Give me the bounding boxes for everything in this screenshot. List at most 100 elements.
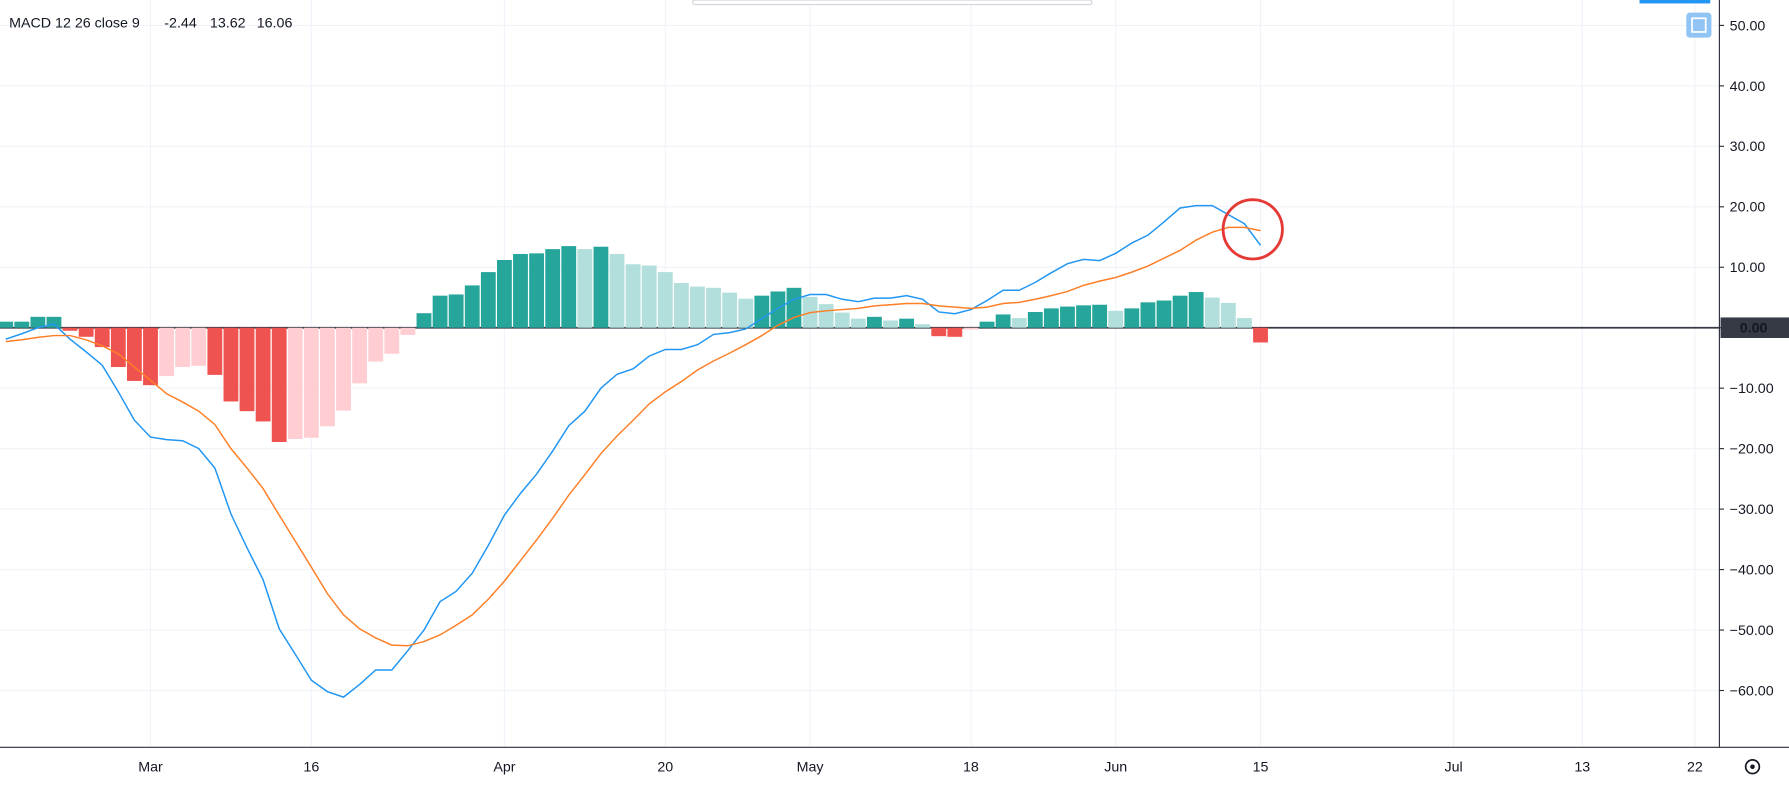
histogram-bar <box>673 282 689 328</box>
histogram-bar <box>979 321 995 328</box>
x-tick-label: May <box>797 760 825 776</box>
histogram-bar <box>368 327 384 362</box>
histogram-bar <box>1076 305 1091 328</box>
histogram-bar <box>1011 318 1027 328</box>
maximize-button[interactable] <box>1686 12 1712 38</box>
histogram-bar <box>883 320 898 328</box>
histogram-bar <box>303 327 319 438</box>
histogram-bar <box>110 327 126 368</box>
histogram-bar <box>1204 297 1220 328</box>
histogram-bar <box>14 321 30 328</box>
histogram-bar <box>175 327 191 368</box>
histogram-bar <box>400 327 416 335</box>
zero-badge <box>1720 317 1789 338</box>
histogram-bar <box>78 327 94 337</box>
y-tick-label: 0.00 <box>1740 321 1768 337</box>
histogram-bar <box>995 314 1011 328</box>
histogram-bar <box>545 249 561 328</box>
line-series <box>5 204 1262 698</box>
histogram-bar <box>625 264 641 328</box>
histogram-bar <box>191 327 207 366</box>
histogram-bar <box>593 246 609 328</box>
marks <box>0 204 1720 698</box>
indicator-title: MACD 12 26 close 9 <box>9 16 140 32</box>
histogram-bar <box>1156 300 1172 328</box>
legend-macd-value: 13.62 <box>210 16 246 32</box>
y-tick-label: 40.00 <box>1730 79 1766 95</box>
histogram-bar <box>159 327 174 377</box>
x-tick-label: 13 <box>1574 760 1590 776</box>
histogram-bar <box>818 304 834 328</box>
maximize-icon <box>1691 17 1707 33</box>
histogram-bar <box>320 327 335 427</box>
x-tick-label: Mar <box>138 760 163 776</box>
y-tick-label: −30.00 <box>1730 502 1774 518</box>
histogram-bar <box>947 327 963 337</box>
histogram-bar <box>94 327 110 348</box>
axes: 50.00 40.00 30.00 20.00 10.00 0.00 −10.00 −20.0… <box>138 18 1789 776</box>
y-tick-label: −50.00 <box>1730 623 1774 639</box>
histogram-bar <box>690 286 705 328</box>
histogram-bar <box>239 327 255 412</box>
y-tick-label: 10.00 <box>1730 260 1766 276</box>
histogram-bar <box>931 327 947 337</box>
histogram-bar <box>722 292 738 328</box>
histogram-bar <box>1172 295 1188 328</box>
histogram-bar <box>207 327 223 375</box>
x-tick-label: 18 <box>963 760 979 776</box>
histogram-bar <box>1220 302 1236 328</box>
histogram-bar <box>416 313 432 328</box>
histogram-bar <box>448 294 464 328</box>
line-series <box>5 226 1261 647</box>
histogram-bar <box>126 327 142 381</box>
grid <box>0 0 1720 748</box>
y-tick-label: 20.00 <box>1730 200 1766 216</box>
histogram-bar <box>915 324 931 328</box>
histogram-bar <box>496 260 512 328</box>
histogram-bar <box>271 327 287 442</box>
histogram-bar <box>1108 310 1124 328</box>
histogram-bar <box>738 298 754 328</box>
histogram-bar <box>255 327 271 422</box>
y-tick-label: −60.00 <box>1730 683 1774 699</box>
histogram-bar <box>657 272 673 328</box>
histogram-bar <box>223 327 239 402</box>
histogram-bar <box>1188 292 1204 328</box>
histogram-bar <box>432 295 448 328</box>
histogram-bar <box>1027 312 1043 328</box>
histogram-bar <box>641 265 657 328</box>
histogram-bar <box>1140 302 1156 328</box>
histogram-bar <box>1124 308 1140 328</box>
histogram-bar <box>62 327 78 331</box>
x-tick-label: 16 <box>303 760 319 776</box>
y-tick-label: 50.00 <box>1730 18 1766 34</box>
histogram-bar <box>577 249 593 328</box>
top-accent <box>1639 0 1711 4</box>
toolbar-edge <box>691 0 1093 6</box>
settings-button[interactable] <box>1744 759 1761 775</box>
histogram-bar <box>1253 327 1268 343</box>
y-tick-label: 30.00 <box>1730 139 1766 155</box>
highlight-circle <box>1221 198 1284 261</box>
x-tick-label: 22 <box>1687 760 1703 776</box>
histogram-bar <box>352 327 368 384</box>
gear-icon <box>1744 759 1761 775</box>
x-tick-label: Jul <box>1444 760 1462 776</box>
histogram-bar <box>786 287 802 328</box>
histogram-bar <box>834 312 850 328</box>
histogram-bar <box>754 295 770 328</box>
histogram-bar <box>1060 306 1075 328</box>
legend-signal-value: 16.06 <box>257 16 293 32</box>
x-tick-label: Apr <box>493 760 515 776</box>
y-tick-label: −10.00 <box>1730 381 1774 397</box>
histogram-bar <box>0 321 14 328</box>
x-tick-label: Jun <box>1104 760 1127 776</box>
histogram-bar <box>561 246 577 328</box>
histogram-bar <box>287 327 303 439</box>
y-tick-label: −40.00 <box>1730 562 1774 578</box>
histogram-bar <box>899 318 915 328</box>
histogram-bar <box>706 287 721 328</box>
histogram-bar <box>143 327 158 386</box>
